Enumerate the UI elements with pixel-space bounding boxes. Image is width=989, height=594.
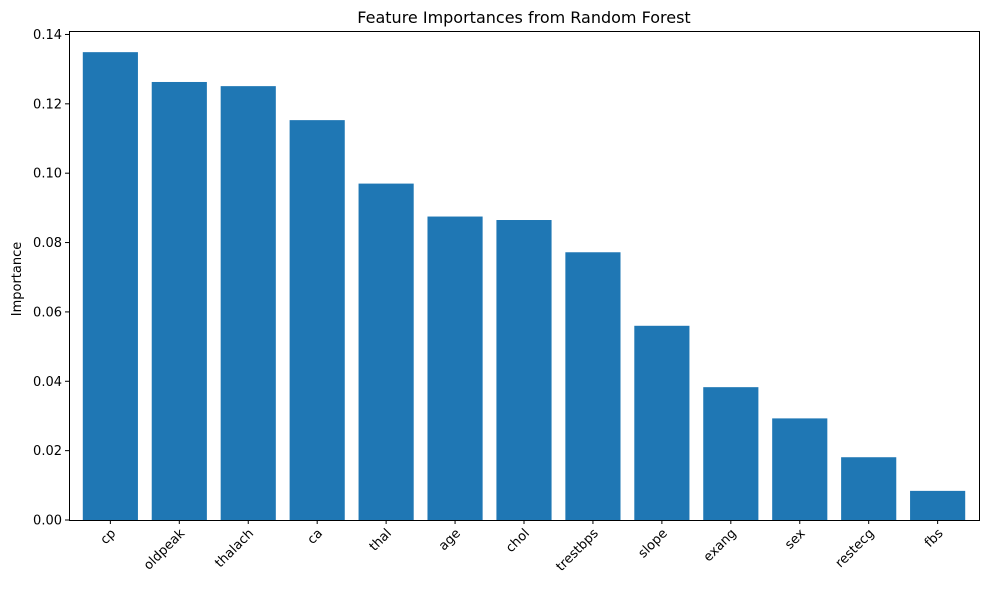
x-axis-ticks: cp oldpeak thalach ca thal age chol trestbps slo…	[98, 520, 947, 575]
y-tick-label: 0.02	[33, 444, 62, 459]
x-tick-label: chol	[503, 526, 533, 556]
bar-thal	[358, 183, 414, 520]
bar-sex	[772, 418, 828, 520]
plot-frame	[69, 31, 980, 521]
bar-slope	[634, 325, 690, 520]
y-tick-label: 0.04	[33, 375, 62, 390]
x-tick-label: ca	[305, 526, 326, 547]
y-tick-label: 0.10	[33, 167, 62, 182]
bars-group	[82, 52, 966, 521]
bar-fbs	[910, 490, 966, 520]
chart-title: Feature Importances from Random Forest	[357, 8, 690, 27]
x-tick-label: thal	[367, 526, 395, 554]
bar-oldpeak	[151, 81, 207, 520]
y-tick-label: 0.14	[33, 28, 62, 43]
x-tick-label: slope	[636, 526, 671, 561]
bar-chol	[496, 220, 552, 520]
x-tick-label: cp	[98, 526, 120, 548]
x-tick-label: fbs	[922, 526, 947, 551]
x-tick-label: exang	[701, 526, 740, 565]
x-tick-label: restecg	[833, 526, 878, 571]
y-axis-label: Importance	[10, 242, 25, 317]
bar-trestbps	[565, 252, 621, 520]
y-tick-label: 0.00	[33, 514, 62, 529]
y-tick-label: 0.06	[33, 305, 62, 320]
x-tick-label: sex	[782, 526, 809, 553]
y-tick-label: 0.08	[33, 236, 62, 251]
bar-age	[427, 216, 483, 521]
x-tick-label: age	[436, 526, 464, 554]
x-tick-label: trestbps	[553, 526, 601, 574]
bar-restecg	[841, 457, 897, 520]
bar-thalach	[220, 86, 276, 520]
bar-exang	[703, 387, 759, 520]
bar-ca	[289, 120, 345, 520]
y-tick-label: 0.12	[33, 97, 62, 112]
bar-cp	[82, 52, 138, 520]
x-tick-label: oldpeak	[141, 526, 188, 573]
x-tick-label: thalach	[212, 526, 257, 571]
y-axis-ticks: 0.00 0.02 0.04 0.06 0.08 0.10 0.12 0.14	[33, 28, 69, 529]
